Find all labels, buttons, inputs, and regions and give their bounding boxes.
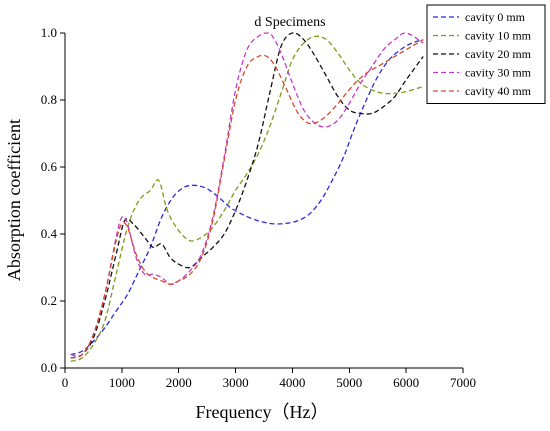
series-line-4 — [70, 39, 424, 359]
ticks-layer: 0 1000 2000 3000 4000 5000 6000 7000 0.0 0.2 0.4 0.… — [41, 25, 476, 390]
series-layer — [70, 32, 424, 362]
y-tick-label: 0.8 — [41, 92, 57, 107]
x-axis-title: Frequency（Hz） — [196, 402, 329, 422]
y-tick-label: 1.0 — [41, 25, 57, 40]
y-axis-title: Absorption coefficient — [4, 119, 24, 281]
series-line-1 — [70, 35, 424, 362]
legend: cavity 0 mm cavity 10 mm cavity 20 mm cavit… — [426, 4, 546, 104]
x-tick-label: 2000 — [166, 375, 192, 390]
x-tick-label: 6000 — [393, 375, 419, 390]
y-tick-label: 0.4 — [41, 226, 58, 241]
legend-label: cavity 40 mm — [465, 84, 532, 98]
axes-layer — [64, 33, 463, 369]
y-tick-label: 0.0 — [41, 360, 57, 375]
legend-label: cavity 30 mm — [465, 66, 532, 80]
x-tick-label: 5000 — [336, 375, 362, 390]
legend-label: cavity 20 mm — [465, 47, 532, 61]
legend-label: cavity 0 mm — [465, 10, 526, 24]
legend-label: cavity 10 mm — [465, 29, 532, 43]
series-line-0 — [70, 39, 424, 356]
series-line-2 — [70, 32, 424, 359]
chart-title: d Specimens — [254, 15, 325, 30]
x-tick-label: 7000 — [450, 375, 476, 390]
x-tick-label: 3000 — [223, 375, 249, 390]
y-tick-label: 0.6 — [41, 159, 58, 174]
legend-box — [426, 4, 546, 104]
x-tick-label: 1000 — [109, 375, 135, 390]
y-tick-label: 0.2 — [41, 293, 57, 308]
series-line-3 — [70, 32, 424, 357]
x-tick-label: 0 — [62, 375, 69, 390]
x-tick-label: 4000 — [279, 375, 305, 390]
